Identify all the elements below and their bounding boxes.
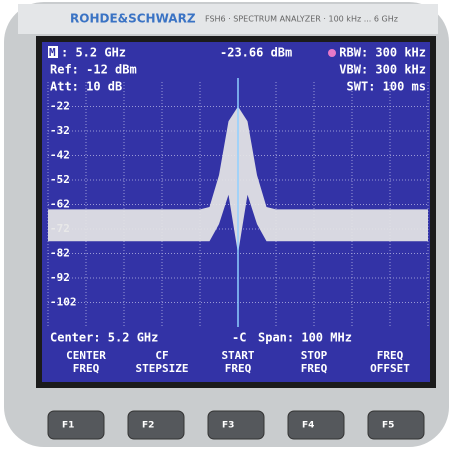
page: ROHDE&SCHWARZ FSH6 · SPECTRUM ANALYZER ·…: [0, 0, 453, 449]
y-tick-label: -62: [50, 198, 70, 211]
model: FSH6 · SPECTRUM ANALYZER · 100 kHz ... 6…: [205, 15, 398, 24]
att: Att: 10 dB: [50, 80, 122, 94]
y-tick-label: -52: [50, 173, 70, 186]
function-key[interactable]: [128, 411, 184, 439]
softkey-label: STEPSIZE: [136, 362, 189, 375]
function-key-label: F5: [382, 421, 394, 431]
y-tick-label: -42: [50, 149, 70, 162]
softkey-label: OFFSET: [370, 362, 410, 375]
function-key[interactable]: [48, 411, 104, 439]
device: ROHDE&SCHWARZ FSH6 · SPECTRUM ANALYZER ·…: [0, 0, 453, 449]
softkey-label: CF: [155, 349, 168, 362]
y-tick-label: -22: [50, 100, 70, 113]
softkey-label: CENTER: [66, 349, 106, 362]
function-key[interactable]: [208, 411, 264, 439]
y-tick-label: -32: [50, 124, 70, 137]
swt: SWT: 100 ms: [347, 80, 426, 94]
marker-level: -23.66 dBm: [220, 46, 292, 60]
brand: ROHDE&SCHWARZ: [70, 12, 196, 26]
softkey-label: FREQ: [225, 362, 252, 375]
ref: Ref: -12 dBm: [50, 63, 137, 77]
y-tick-label: -102: [50, 296, 77, 309]
y-tick-label: -92: [50, 271, 70, 284]
softkey-label: FREQ: [301, 362, 328, 375]
function-key[interactable]: [288, 411, 344, 439]
span-icon: -C: [232, 331, 246, 345]
function-key-label: F1: [62, 421, 74, 431]
marker-freq: : 5.2 GHz: [61, 46, 126, 60]
span: Span: 100 MHz: [258, 331, 352, 345]
function-key-label: F4: [302, 421, 314, 431]
rbw: RBW: 300 kHz: [339, 46, 426, 60]
function-key[interactable]: [368, 411, 424, 439]
function-key-label: F3: [222, 421, 234, 431]
softkey-label: STOP: [301, 349, 328, 362]
softkey-label: FREQ: [377, 349, 404, 362]
marker-dot: [328, 49, 336, 57]
marker-label: M: [49, 46, 56, 59]
softkey-label: START: [221, 349, 254, 362]
y-tick-label: -82: [50, 247, 70, 260]
center: Center: 5.2 GHz: [50, 331, 158, 345]
function-key-label: F2: [142, 421, 154, 431]
softkey-label: FREQ: [73, 362, 100, 375]
vbw: VBW: 300 kHz: [339, 63, 426, 77]
